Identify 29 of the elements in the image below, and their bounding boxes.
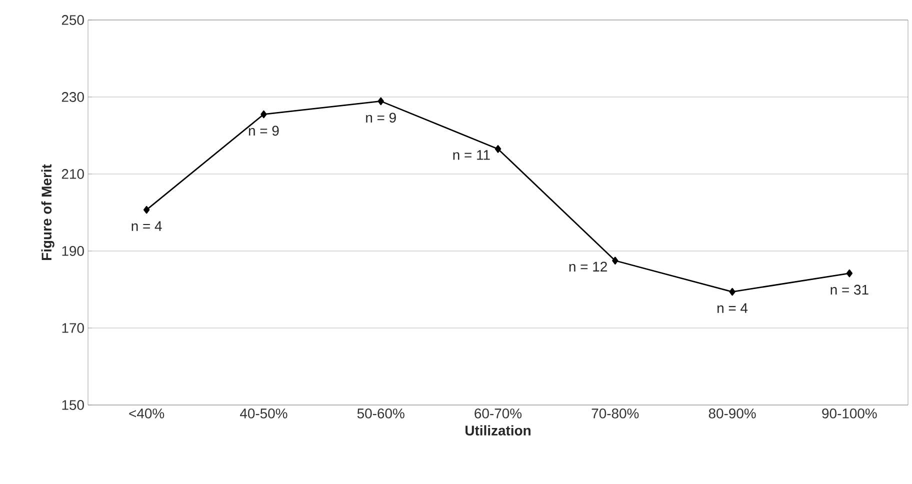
y-axis-title: Figure of Merit: [41, 164, 54, 260]
point: [378, 97, 384, 106]
point: [494, 145, 502, 153]
point: [846, 269, 853, 278]
x-axis-title: Utilization: [466, 425, 530, 436]
y-tick-label: 250: [62, 15, 84, 25]
annotation: n = 9: [366, 112, 396, 123]
y-tick-label: 210: [62, 169, 84, 179]
x-tick-label: <40%: [129, 408, 164, 418]
x-tick-label: 70-80%: [592, 408, 639, 418]
point: [260, 110, 267, 118]
annotation: n = 9: [248, 126, 279, 136]
x-tick-label: 40-50%: [240, 408, 288, 418]
x-tick-label: 60-70%: [474, 408, 522, 418]
annotation: n = 12: [569, 262, 607, 272]
x-tick-label: 80-90%: [708, 408, 756, 418]
y-tick-label: 230: [62, 92, 84, 102]
annotation: n = 4: [718, 303, 748, 313]
y-tick-label: 190: [62, 246, 84, 256]
x-tick-label: 90-100%: [822, 408, 877, 418]
annotation: n = 11: [453, 150, 490, 160]
x-tick-label: 50-60%: [357, 408, 404, 418]
point: [143, 206, 150, 214]
annotation: n = 4: [132, 221, 162, 231]
point: [612, 256, 618, 265]
point: [729, 288, 736, 296]
y-tick-label: 150: [62, 400, 84, 410]
y-tick-label: 170: [62, 323, 84, 333]
annotation: n = 31: [830, 284, 868, 295]
